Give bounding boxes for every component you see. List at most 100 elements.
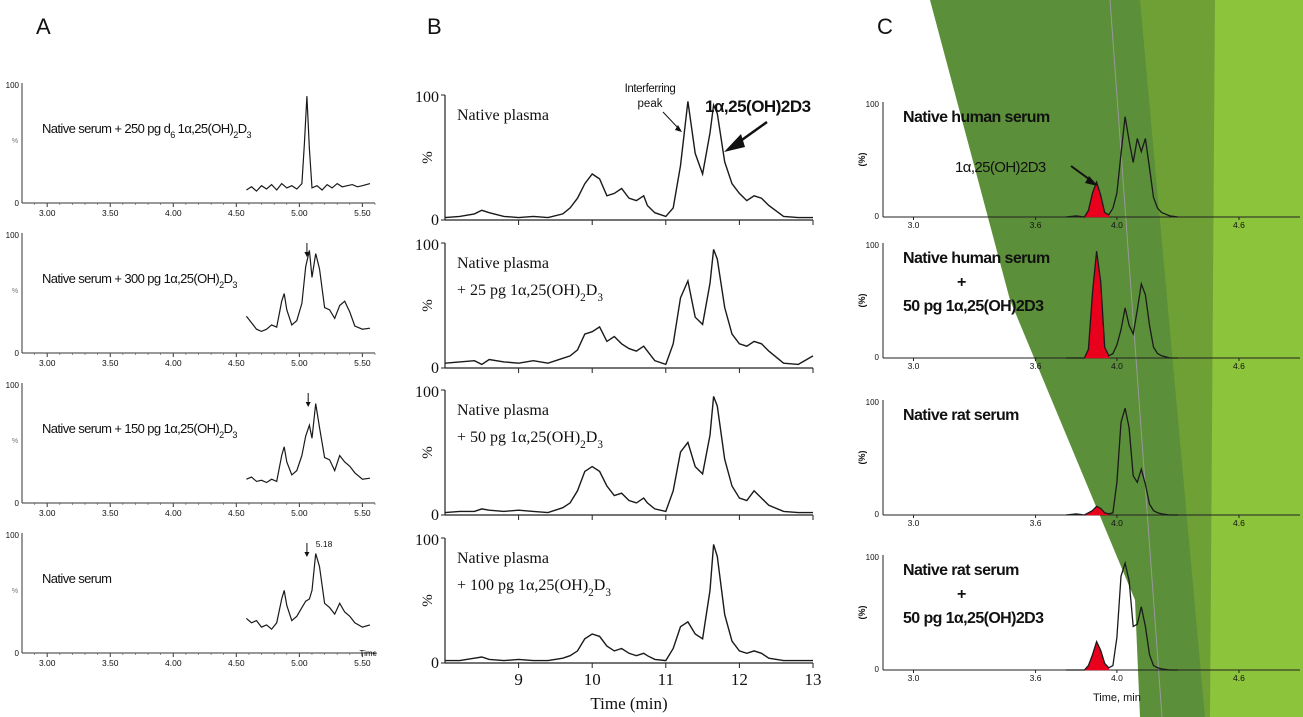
chart-panel-c: 100 0 (%) 3.0 3.6 4.0 4.6 Native human serum 1α,… <box>857 100 1300 704</box>
annotation-arrow-head <box>675 125 682 132</box>
x-tick-label: 5.00 <box>291 508 308 518</box>
x-tick-label: 4.50 <box>228 358 245 368</box>
trace-label: Native serum + 250 pg d6 1α,25(OH)2D3 <box>42 121 252 140</box>
panel-c: C 100 0 (%) 3.0 3.6 4.0 4.6 Native human serum 1… <box>855 0 1303 717</box>
x-tick-label: 3.0 <box>908 673 920 683</box>
y-axis-label: % <box>420 594 436 607</box>
x-axis-label: Time (min) <box>590 694 667 713</box>
trace-label: + 50 pg 1α,25(OH)2D3 <box>457 429 603 451</box>
y-axis-label: % <box>12 588 18 595</box>
x-tick-label: 11 <box>658 670 674 689</box>
y-tick-label: 0 <box>15 349 20 358</box>
y-tick-label: 100 <box>415 237 439 254</box>
y-axis-label: % <box>420 299 436 312</box>
y-tick-label: 100 <box>415 384 439 401</box>
y-tick-label: 100 <box>6 81 20 90</box>
compound-arrow-head <box>1085 176 1098 186</box>
arrow-head <box>304 252 310 257</box>
trace-line <box>245 250 371 333</box>
trace-label: + <box>957 274 966 291</box>
trace-label: 50 pg 1α,25(OH)2D3 <box>903 298 1044 315</box>
x-tick-label: 3.50 <box>102 658 119 668</box>
y-tick-label: 0 <box>431 655 439 672</box>
interferring-peak-annotation: Interferring <box>625 83 676 95</box>
trace-label: Native plasma <box>457 107 549 124</box>
y-tick-label: 100 <box>866 100 880 109</box>
compound-arrow-head <box>724 134 745 152</box>
x-tick-label: 3.6 <box>1030 518 1042 528</box>
x-tick-label: 12 <box>731 670 748 689</box>
y-tick-label: 0 <box>875 353 880 362</box>
y-tick-label: 100 <box>866 553 880 562</box>
y-axis-label: % <box>12 438 18 445</box>
panel-b: B 100 0% Native plasma Interferring peak 1α,2… <box>395 0 835 717</box>
y-tick-label: 100 <box>415 89 439 106</box>
y-axis-label: (%) <box>857 451 867 465</box>
subplot-c-3: 100 0 (%) 3.0 3.6 4.0 4.6 Native rat serum <box>857 398 1300 528</box>
x-tick-label: 10 <box>584 670 601 689</box>
x-tick-label: 4.6 <box>1233 518 1245 528</box>
subplot-b-1: 100 0% Native plasma Interferring peak 1α,25(… <box>415 83 814 229</box>
x-tick-label: 3.00 <box>39 508 56 518</box>
trace-label: Native rat serum <box>903 407 1019 424</box>
x-tick-label: 5.50 <box>354 358 371 368</box>
x-tick-label: 4.50 <box>228 508 245 518</box>
y-axis-label: % <box>12 288 18 295</box>
subplot-a-4: 100 0% 3.00 3.50 4.00 4.50 5.00 5.50 Native seru… <box>6 531 378 668</box>
y-axis-label: (%) <box>857 294 867 308</box>
x-tick-label: 4.50 <box>228 208 245 218</box>
y-tick-label: 0 <box>15 499 20 508</box>
trace-label: + 25 pg 1α,25(OH)2D3 <box>457 282 603 304</box>
y-tick-label: 100 <box>866 398 880 407</box>
trace-line <box>444 101 813 219</box>
highlighted-peak <box>1083 251 1110 359</box>
y-tick-label: 100 <box>6 531 20 540</box>
subplot-c-4: 100 0 (%) 3.0 3.6 4.0 4.6 Native rat serum +50 p… <box>857 553 1300 704</box>
x-tick-label: 3.50 <box>102 358 119 368</box>
x-tick-label: 3.50 <box>102 508 119 518</box>
x-tick-label: 3.0 <box>908 361 920 371</box>
x-tick-label: 3.50 <box>102 208 119 218</box>
trace-line <box>246 403 371 484</box>
compound-annotation: 1α,25(OH)2D3 <box>705 97 811 116</box>
x-tick-label: 4.00 <box>165 508 182 518</box>
trace-label: 50 pg 1α,25(OH)2D3 <box>903 610 1044 627</box>
subplot-c-1: 100 0 (%) 3.0 3.6 4.0 4.6 Native human serum 1α,… <box>857 100 1300 230</box>
trace-label: Native serum + 150 pg 1α,25(OH)2D3 <box>42 421 237 440</box>
trace-label: Native plasma <box>457 255 549 272</box>
arrow-head <box>304 552 310 557</box>
trace-line <box>246 96 371 192</box>
x-axis-label: Time, min <box>1093 692 1141 704</box>
x-tick-label: 3.00 <box>39 658 56 668</box>
trace-label: Native serum + 300 pg 1α,25(OH)2D3 <box>42 271 237 290</box>
x-tick-label: 13 <box>805 670 822 689</box>
x-tick-label: 5.50 <box>354 208 371 218</box>
x-tick-label: 4.0 <box>1111 518 1123 528</box>
x-tick-label: 9 <box>514 670 523 689</box>
x-tick-label: 4.6 <box>1233 673 1245 683</box>
trace-label: Native serum <box>42 571 111 586</box>
panel-a: A 100 0% 3.00 3.50 4.00 4.50 5.00 5.50 Native se… <box>0 0 385 717</box>
y-tick-label: 100 <box>6 231 20 240</box>
y-axis-label: % <box>420 151 436 164</box>
x-tick-label: 3.6 <box>1030 361 1042 371</box>
x-tick-label: 5.50 <box>354 508 371 518</box>
y-axis-label: (%) <box>857 153 867 167</box>
x-tick-label: 3.0 <box>908 220 920 230</box>
subplot-b-4: 100 0% Native plasma + 100 pg 1α,25(OH)2D3 9… <box>415 532 822 713</box>
y-tick-label: 0 <box>431 360 439 377</box>
x-tick-label: 5.00 <box>291 658 308 668</box>
subplot-a-2: 100 0% 3.00 3.50 4.00 4.50 5.00 5.50 Native seru… <box>6 231 376 368</box>
trace-label: Native plasma <box>457 402 549 419</box>
subplot-a-1: 100 0% 3.00 3.50 4.00 4.50 5.00 5.50 Native seru… <box>6 81 376 218</box>
x-tick-label: 3.0 <box>908 518 920 528</box>
chart-panel-a: 100 0% 3.00 3.50 4.00 4.50 5.00 5.50 Native seru… <box>6 81 378 668</box>
x-tick-label: 4.00 <box>165 358 182 368</box>
compound-annotation: 1α,25(OH)2D3 <box>955 159 1046 176</box>
panel-label-a: A <box>36 14 51 39</box>
x-tick-label: 5.50 <box>354 658 371 668</box>
trace-label: Native plasma <box>457 550 549 567</box>
x-tick-label: 4.00 <box>165 658 182 668</box>
trace-label: Native human serum <box>903 109 1050 126</box>
subplot-a-3: 100 0% 3.00 3.50 4.00 4.50 5.00 5.50 Native seru… <box>6 381 376 518</box>
